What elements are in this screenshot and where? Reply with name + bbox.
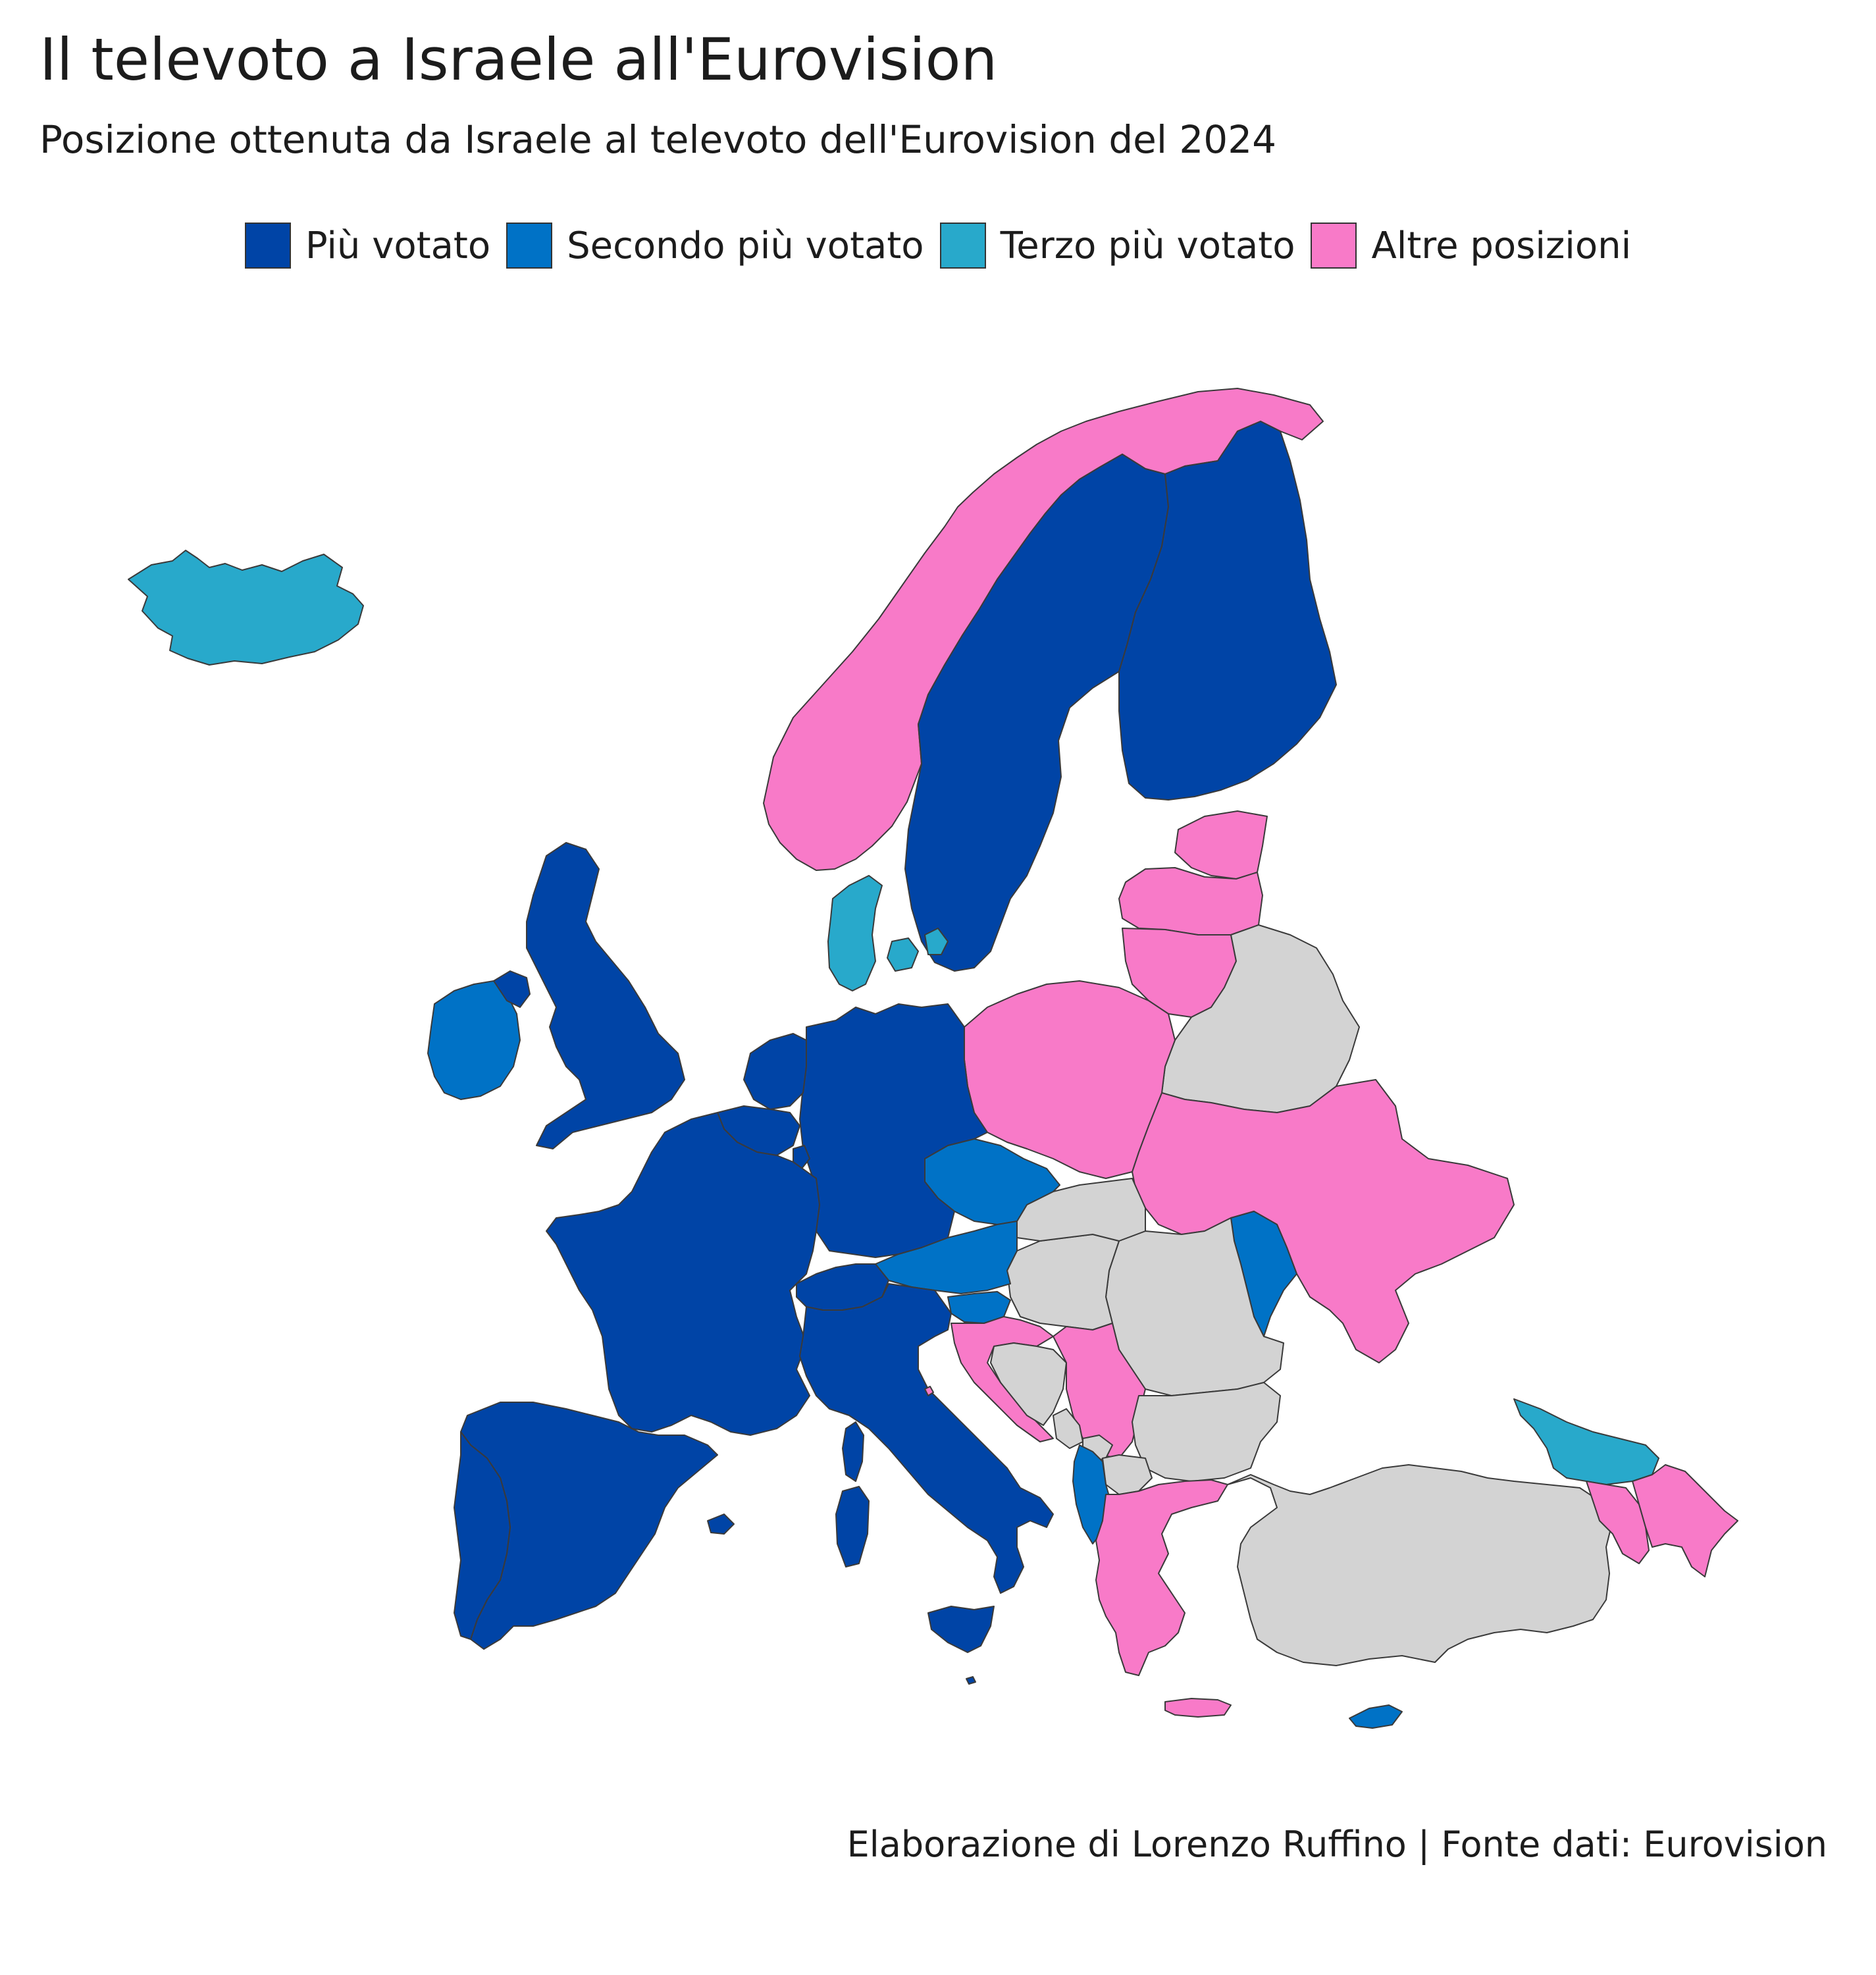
legend-label-third: Terzo più votato <box>1000 224 1295 267</box>
country-iceland <box>128 550 364 666</box>
country-denmark <box>827 875 949 991</box>
chart-title: Il televoto a Israele all'Eurovision <box>39 26 998 93</box>
country-malta <box>966 1676 976 1685</box>
country-north-macedonia <box>1102 1454 1153 1495</box>
country-netherlands <box>743 1033 807 1110</box>
legend-item-third: Terzo più votato <box>939 223 1295 269</box>
country-italy-sardinia <box>835 1486 870 1567</box>
country-georgia <box>1513 1398 1659 1485</box>
country-latvia <box>1118 867 1263 935</box>
country-azerbaijan <box>1632 1464 1738 1577</box>
country-estonia <box>1174 810 1268 880</box>
country-italy <box>799 1283 1054 1594</box>
country-italy-sicily <box>927 1606 995 1653</box>
country-greece-crete <box>1164 1698 1232 1718</box>
source-caption: Elaborazione di Lorenzo Ruffino | Fonte … <box>847 1824 1827 1865</box>
country-france <box>546 1112 820 1436</box>
country-bosnia <box>990 1342 1067 1426</box>
country-finland <box>1118 421 1337 801</box>
legend-label-first: Più votato <box>305 224 491 267</box>
legend-swatch-third <box>939 223 986 269</box>
country-greece <box>1095 1479 1228 1676</box>
legend-item-first: Più votato <box>244 223 491 269</box>
country-uk <box>526 842 685 1149</box>
country-turkey <box>1227 1464 1613 1666</box>
country-germany <box>799 1003 988 1258</box>
country-armenia <box>1586 1481 1650 1564</box>
country-france-corsica <box>842 1421 864 1482</box>
country-ukraine <box>1132 1079 1515 1363</box>
legend-label-other: Altre posizioni <box>1371 224 1632 267</box>
legend-item-other: Altre posizioni <box>1311 223 1631 269</box>
country-bulgaria <box>1132 1382 1281 1482</box>
country-uk-northern-ireland <box>493 970 531 1008</box>
legend-swatch-first <box>244 223 291 269</box>
country-hungary <box>1006 1234 1120 1330</box>
legend-swatch-second <box>506 223 553 269</box>
country-portugal <box>454 1431 511 1640</box>
country-cyprus <box>1349 1704 1403 1729</box>
legend: Più votato Secondo più votato Terzo più … <box>0 223 1876 269</box>
country-ireland <box>427 980 521 1100</box>
chart-subtitle: Posizione ottenuta da Israele al televot… <box>39 117 1276 162</box>
country-luxembourg <box>793 1145 810 1169</box>
legend-item-second: Secondo più votato <box>506 223 924 269</box>
legend-label-second: Secondo più votato <box>567 224 924 267</box>
country-spain-balearic <box>707 1514 735 1535</box>
legend-swatch-other <box>1311 223 1357 269</box>
country-san-marino <box>924 1386 934 1396</box>
